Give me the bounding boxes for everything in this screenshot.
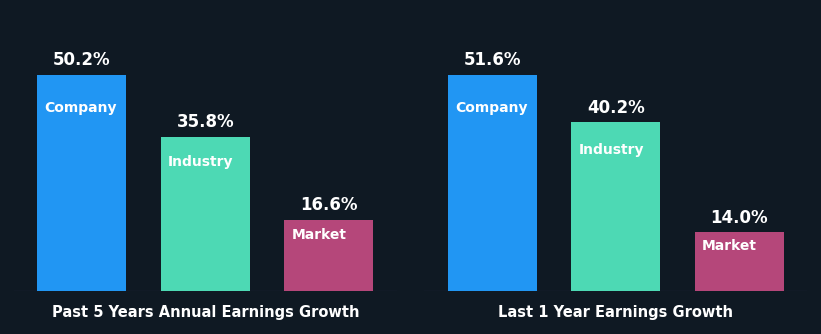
Text: 35.8%: 35.8% (177, 113, 234, 131)
Text: Industry: Industry (168, 155, 233, 169)
Text: 40.2%: 40.2% (587, 99, 644, 117)
Text: Market: Market (702, 239, 757, 254)
Bar (284, 219, 374, 291)
Text: 50.2%: 50.2% (53, 51, 111, 69)
Bar (447, 74, 537, 291)
Text: Industry: Industry (579, 143, 644, 157)
Text: 16.6%: 16.6% (300, 196, 357, 214)
Bar (695, 232, 784, 291)
Bar (571, 123, 660, 291)
X-axis label: Last 1 Year Earnings Growth: Last 1 Year Earnings Growth (498, 305, 733, 320)
Text: Market: Market (291, 228, 346, 242)
Text: Company: Company (44, 101, 117, 115)
Bar (37, 74, 126, 291)
Bar (161, 137, 250, 291)
X-axis label: Past 5 Years Annual Earnings Growth: Past 5 Years Annual Earnings Growth (52, 305, 359, 320)
Text: 14.0%: 14.0% (710, 209, 768, 227)
Text: Company: Company (455, 101, 527, 115)
Text: 51.6%: 51.6% (464, 51, 521, 69)
